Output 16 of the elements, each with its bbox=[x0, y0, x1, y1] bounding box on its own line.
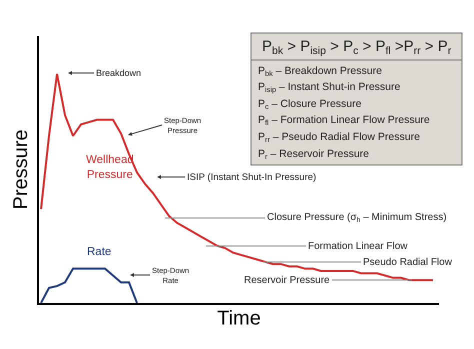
annotation: Formation Linear Flow bbox=[308, 241, 408, 252]
annotation: P$_{c}$ – Closure Pressure bbox=[258, 98, 362, 112]
annotation: P$_{bk}$ – Breakdown Pressure bbox=[258, 65, 382, 78]
annotation: Closure Pressure (σ$_{h}$ – Minimum Stress) bbox=[267, 212, 447, 224]
series-label: Rate bbox=[87, 246, 112, 258]
annotation: P$_{r}$ – Reservoir Pressure bbox=[258, 148, 370, 162]
y-axis-title: Pressure bbox=[10, 129, 32, 210]
annotation: Reservoir Pressure bbox=[244, 275, 330, 286]
x-axis-title: Time bbox=[217, 307, 261, 330]
annotation: Pseudo Radial Flow bbox=[363, 257, 453, 268]
annotation: P$_{fl}$ – Formation Linear Flow Pressure bbox=[258, 114, 430, 128]
annotation: P$_{rr}$ – Pseudo Radial Flow Pressure bbox=[258, 131, 420, 144]
annotation: Breakdown bbox=[96, 68, 142, 78]
annotation: ISIP (Instant Shut-In Pressure) bbox=[187, 172, 316, 183]
text: P$_{bk}$ > P$_{isip}$ > P$_{c}$ > P$_{fl}$ >P$_{rr}$ > P$_{r}$ bbox=[262, 38, 452, 58]
annotation: P$_{isip}$ – Instant Shut-in Pressure bbox=[258, 81, 401, 94]
